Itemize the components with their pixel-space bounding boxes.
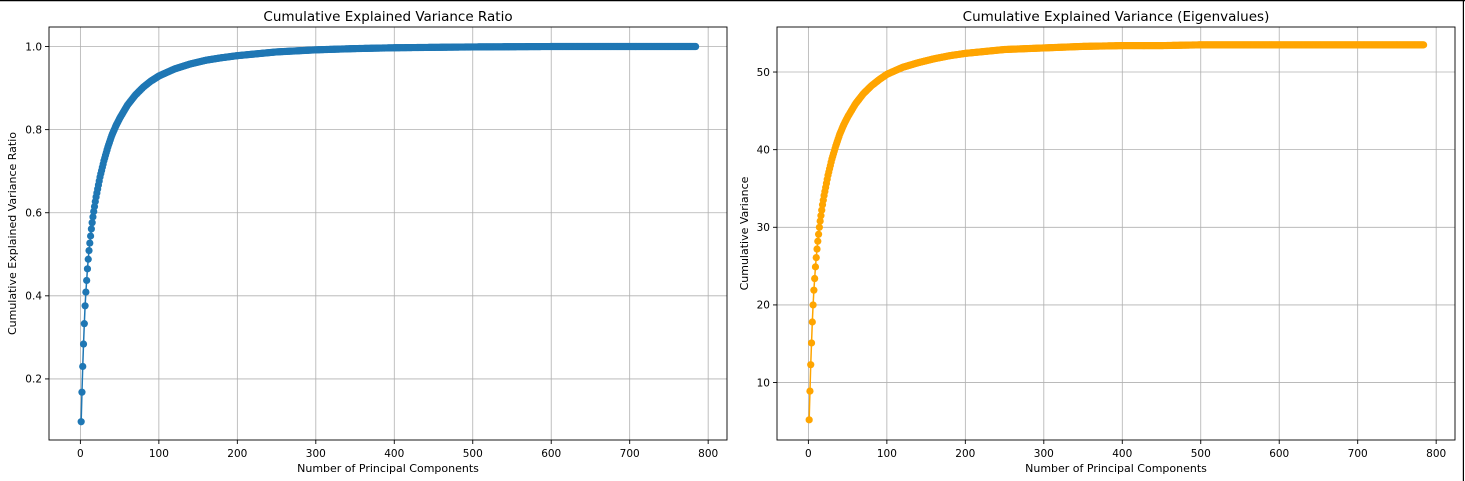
right-y-tick-label: 40 <box>757 144 770 156</box>
right-data-point <box>814 237 822 245</box>
right-data-point <box>812 253 820 262</box>
right-x-tick-label: 600 <box>1269 448 1289 460</box>
right-chart-title: Cumulative Explained Variance (Eigenvalu… <box>963 9 1270 25</box>
right-x-tick-label: 0 <box>805 448 812 460</box>
right-data-point <box>809 301 817 309</box>
left-y-tick-label: 0.4 <box>25 291 42 303</box>
left-x-axis-label: Number of Principal Components <box>297 462 479 475</box>
left-plot-frame <box>48 26 728 441</box>
right-x-axis-label: Number of Principal Components <box>1025 462 1207 475</box>
left-data-point <box>82 288 90 296</box>
right-data-point <box>807 361 815 369</box>
chart-right: Cumulative Explained Variance (Eigenvalu… <box>738 9 1456 475</box>
right-data-point <box>816 217 824 225</box>
left-chart-title: Cumulative Explained Variance Ratio <box>263 9 512 25</box>
right-data-point <box>815 223 823 231</box>
left-data-point <box>78 388 86 396</box>
right-data-point <box>811 263 820 271</box>
left-x-tick-label: 0 <box>77 448 84 460</box>
right-y-tick-label: 20 <box>757 300 770 312</box>
right-data-point <box>1420 41 1428 49</box>
right-data-point <box>817 212 825 220</box>
right-x-tick-label: 300 <box>1034 448 1054 460</box>
left-data-point <box>89 213 97 221</box>
left-x-tick-label: 400 <box>384 448 404 460</box>
left-y-tick-label: 0.2 <box>25 374 42 386</box>
left-x-tick-label: 600 <box>541 448 561 460</box>
chart-left: Cumulative Explained Variance Ratio 0 100… <box>6 9 728 475</box>
left-data-point <box>692 42 700 51</box>
left-data-point <box>87 225 95 233</box>
right-data-point <box>806 387 814 395</box>
left-data-point <box>79 340 88 348</box>
right-ticks: 0 100 200 300 400 500 600 700 800 10 20 30 40 50 <box>757 67 1447 460</box>
right-x-tick-label: 400 <box>1112 448 1132 460</box>
right-series-group <box>805 41 1428 424</box>
left-ticks: 0 100 200 300 400 500 600 700 800 0.2 0.4 0.6 0.8 1.0 <box>25 41 718 460</box>
left-x-tick-label: 300 <box>306 448 326 460</box>
left-data-point <box>81 302 89 310</box>
right-x-tick-label: 700 <box>1348 448 1368 460</box>
left-data-point <box>79 362 87 371</box>
right-plot-frame <box>776 26 1456 441</box>
right-y-axis-label: Cumulative Variance <box>738 176 751 290</box>
left-y-tick-label: 1.0 <box>25 41 42 53</box>
left-y-tick-label: 0.8 <box>25 124 42 136</box>
right-x-tick-label: 500 <box>1191 448 1211 460</box>
right-series-markers <box>805 41 1428 424</box>
left-x-tick-label: 100 <box>149 448 169 460</box>
right-data-point <box>808 318 816 326</box>
right-y-tick-label: 30 <box>757 222 770 234</box>
right-data-point <box>818 206 826 214</box>
left-y-tick-label: 0.6 <box>25 208 42 220</box>
left-series-group <box>77 42 700 426</box>
right-x-tick-label: 100 <box>877 448 897 460</box>
left-y-axis-label: Cumulative Explained Variance Ratio <box>6 132 19 335</box>
left-x-tick-label: 800 <box>698 448 718 460</box>
right-x-tick-label: 800 <box>1426 448 1446 460</box>
left-data-point <box>80 320 88 328</box>
left-data-point <box>88 219 96 227</box>
left-data-point <box>85 246 93 255</box>
left-data-point <box>84 255 92 263</box>
left-data-point <box>83 276 91 285</box>
right-data-point <box>807 339 816 347</box>
right-y-tick-label: 10 <box>757 377 770 389</box>
right-data-point <box>814 230 823 238</box>
left-x-tick-label: 200 <box>227 448 247 460</box>
left-data-point <box>86 232 95 240</box>
left-data-point <box>77 418 85 426</box>
left-series-markers <box>77 42 700 426</box>
left-x-tick-label: 500 <box>463 448 483 460</box>
right-data-point <box>813 245 821 253</box>
right-data-point <box>811 274 819 283</box>
right-data-point <box>810 286 818 294</box>
right-x-tick-label: 200 <box>955 448 975 460</box>
left-x-tick-label: 700 <box>620 448 640 460</box>
left-data-point <box>83 265 92 273</box>
right-data-point <box>805 416 813 424</box>
left-data-point <box>86 239 94 247</box>
right-y-tick-label: 50 <box>757 67 770 79</box>
